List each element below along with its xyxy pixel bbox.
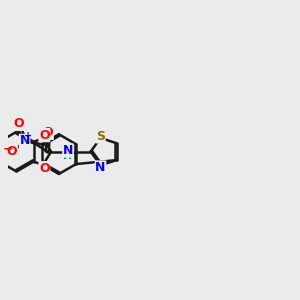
- Text: N: N: [20, 134, 30, 147]
- Text: O: O: [14, 117, 24, 130]
- Text: N: N: [63, 144, 73, 157]
- Text: −: −: [3, 143, 13, 156]
- Text: N: N: [95, 161, 106, 174]
- Text: +: +: [24, 131, 32, 141]
- Text: O: O: [43, 126, 53, 140]
- Text: H: H: [63, 151, 73, 160]
- Text: O: O: [39, 162, 50, 175]
- Text: S: S: [96, 130, 105, 143]
- Text: O: O: [7, 145, 17, 158]
- Text: O: O: [39, 129, 50, 142]
